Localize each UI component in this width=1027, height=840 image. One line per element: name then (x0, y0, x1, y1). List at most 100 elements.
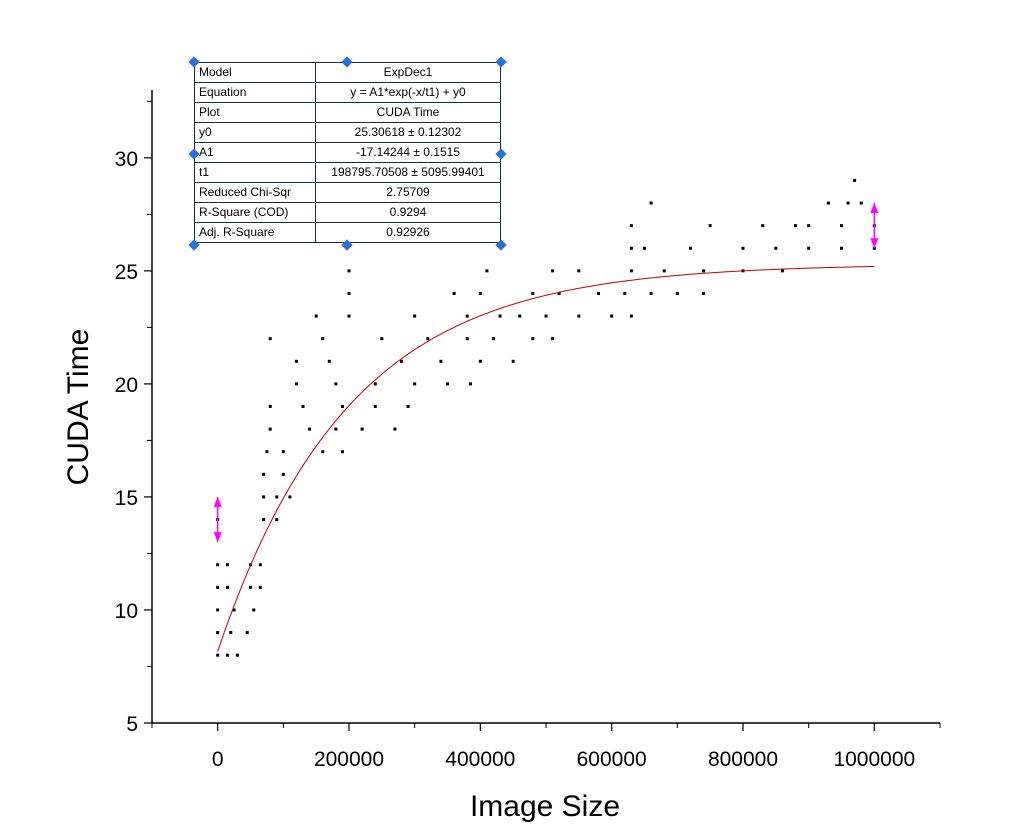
data-point (321, 337, 325, 341)
data-point (393, 427, 397, 431)
data-point (688, 246, 692, 250)
data-point (846, 201, 850, 205)
fit-table-value: 25.30618 ± 0.12302 (315, 122, 501, 143)
data-point (853, 178, 857, 182)
data-point (262, 472, 266, 476)
fit-table-key: t1 (194, 162, 316, 183)
data-point (478, 359, 482, 363)
data-point (258, 563, 262, 567)
data-point (281, 472, 285, 476)
data-point (373, 405, 377, 408)
data-point (413, 314, 417, 318)
data-point (544, 314, 548, 318)
data-point (649, 291, 653, 295)
x-tick-label: 400000 (445, 748, 515, 771)
data-point (281, 450, 285, 454)
data-point (551, 269, 555, 273)
y-tick-label: 5 (126, 713, 138, 736)
data-point (840, 246, 843, 250)
fit-table-row: t1 198795.70508 ± 5095.99401 (194, 162, 501, 183)
data-point (708, 224, 712, 228)
fit-table-key: y0 (194, 122, 316, 143)
data-point (288, 495, 292, 499)
x-tick-label: 200000 (314, 748, 384, 771)
data-point (511, 359, 515, 363)
error-arrow-head-up (870, 203, 879, 214)
data-point (216, 631, 220, 635)
data-point (334, 427, 338, 431)
data-point (491, 337, 495, 341)
fit-table-value: y = A1*exp(-x/t1) + y0 (315, 82, 501, 103)
data-point (518, 314, 522, 318)
error-arrows (213, 203, 879, 543)
data-point (275, 495, 279, 499)
data-point (629, 314, 633, 318)
data-point (321, 450, 325, 454)
data-point (275, 518, 279, 522)
error-arrow-head-up (213, 496, 222, 507)
data-point (216, 563, 220, 567)
x-tick-label: 600000 (577, 748, 647, 771)
data-point (226, 653, 230, 657)
fit-table-value: ExpDec1 (315, 62, 501, 83)
data-point (268, 337, 272, 341)
data-point (258, 585, 262, 589)
fit-table-key: Model (194, 62, 316, 83)
data-point (216, 585, 220, 589)
data-point (216, 653, 220, 657)
x-axis-title: Image Size (470, 790, 620, 823)
error-arrow-head-down (870, 238, 879, 249)
y-axis-title: CUDA Time (62, 329, 95, 486)
data-point (252, 608, 256, 612)
data-point (265, 450, 269, 454)
fit-table-value: 198795.70508 ± 5095.99401 (315, 162, 501, 183)
fit-table-value: -17.14244 ± 0.1515 (315, 142, 501, 163)
data-point (577, 269, 581, 273)
data-point (774, 246, 778, 250)
fit-table-row: Adj. R-Square 0.92926 (194, 222, 501, 243)
data-point (340, 405, 344, 408)
data-point (245, 631, 249, 635)
data-point (826, 201, 830, 205)
fit-parameters-table[interactable]: Model ExpDec1 Equation y = A1*exp(-x/t1) + … (194, 62, 501, 243)
data-point (373, 382, 377, 386)
fit-table-value: 0.9294 (315, 202, 501, 223)
data-point (406, 405, 410, 408)
data-point (557, 291, 561, 295)
data-point (249, 585, 252, 589)
data-point (643, 246, 646, 250)
data-point (413, 382, 417, 386)
data-point (741, 246, 745, 250)
data-point (216, 608, 220, 612)
data-point (629, 246, 633, 250)
fit-table-key: Adj. R-Square (194, 222, 316, 243)
data-point (662, 269, 666, 273)
data-point (478, 291, 482, 295)
data-point (226, 585, 230, 589)
data-point (498, 314, 502, 318)
data-points (216, 178, 876, 657)
data-point (807, 224, 811, 228)
data-point (268, 405, 272, 408)
data-point (268, 427, 272, 431)
data-point (314, 314, 318, 318)
data-point (426, 337, 430, 341)
data-point (623, 291, 627, 295)
data-point (439, 359, 443, 363)
data-point (452, 291, 456, 295)
fit-table-key: R-Square (COD) (194, 202, 316, 223)
data-point (446, 382, 449, 386)
fit-table-row: R-Square (COD) 0.9294 (194, 202, 501, 223)
data-point (597, 291, 601, 295)
data-point (380, 337, 384, 341)
y-tick-label: 25 (115, 261, 138, 284)
data-point (262, 495, 266, 499)
fit-table-row: Equation y = A1*exp(-x/t1) + y0 (194, 82, 501, 103)
data-point (235, 653, 239, 657)
data-point (465, 314, 469, 318)
y-tick-label: 10 (115, 600, 138, 623)
data-point (232, 608, 236, 612)
data-point (347, 269, 351, 273)
data-point (347, 314, 351, 318)
fit-table-value: CUDA Time (315, 102, 501, 123)
